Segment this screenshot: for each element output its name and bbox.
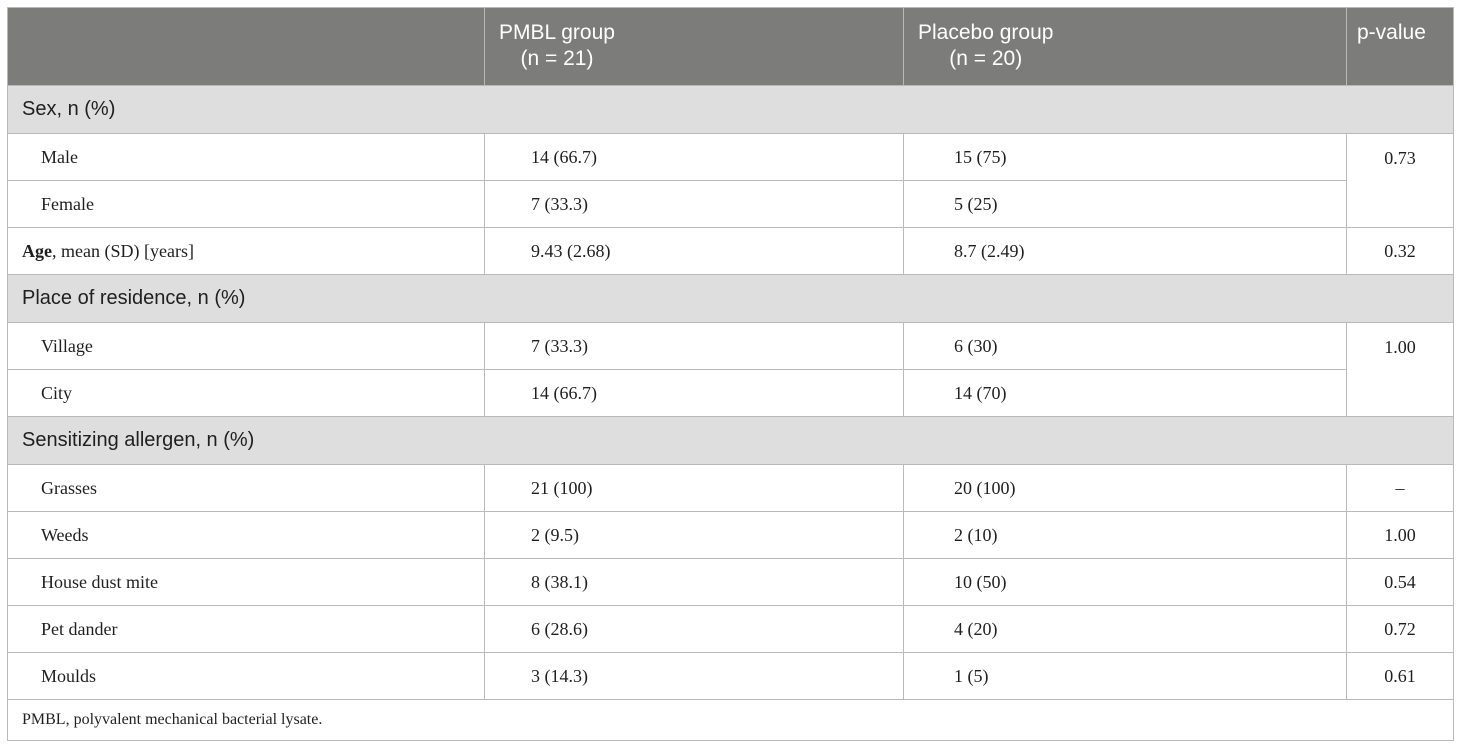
header-placebo-title: Placebo group xyxy=(918,21,1054,44)
row-label: City xyxy=(7,369,485,417)
pmbl-value: 7 (33.3) xyxy=(484,322,904,370)
footnote-row: PMBL, polyvalent mechanical bacterial ly… xyxy=(7,699,1454,741)
p-value-cell: 1.00 xyxy=(1346,322,1454,417)
placebo-value: 20 (100) xyxy=(903,464,1347,512)
section-label-residence: Place of residence, n (%) xyxy=(7,274,1454,323)
p-value-cell: 0.32 xyxy=(1346,227,1454,275)
table-row-village: Village 7 (33.3) 6 (30) 1.00 xyxy=(7,322,1454,417)
table-row-city: City 14 (66.7) 14 (70) xyxy=(7,369,1454,417)
header-p-value: p-value xyxy=(1346,7,1454,86)
placebo-value: 4 (20) xyxy=(903,605,1347,653)
section-label-sex: Sex, n (%) xyxy=(7,85,1454,134)
table-row-female: Female 7 (33.3) 5 (25) xyxy=(7,180,1454,228)
row-label: Village xyxy=(7,322,485,370)
row-label: Male xyxy=(7,133,485,181)
header-pmbl-n: (n = 21) xyxy=(520,47,594,70)
age-label-bold: Age xyxy=(22,240,52,261)
header-placebo-n: (n = 20) xyxy=(949,47,1023,70)
p-value-cell: 0.73 xyxy=(1346,133,1454,228)
row-label: Moulds xyxy=(7,652,485,700)
row-label: Female xyxy=(7,180,485,228)
pmbl-value: 8 (38.1) xyxy=(484,558,904,606)
age-label-rest: , mean (SD) [years] xyxy=(52,240,194,261)
placebo-value: 8.7 (2.49) xyxy=(903,227,1347,275)
pmbl-value: 14 (66.7) xyxy=(484,133,904,181)
pmbl-value: 7 (33.3) xyxy=(484,180,904,228)
row-label: House dust mite xyxy=(7,558,485,606)
section-label-allergen: Sensitizing allergen, n (%) xyxy=(7,416,1454,465)
p-value-cell: 1.00 xyxy=(1346,511,1454,559)
row-label: Grasses xyxy=(7,464,485,512)
header-placebo-group: Placebo group (n = 20) xyxy=(903,7,1347,86)
row-label: Pet dander xyxy=(7,605,485,653)
pmbl-value: 9.43 (2.68) xyxy=(484,227,904,275)
table-container: PMBL group (n = 21) Placebo group (n = 2… xyxy=(7,7,1454,741)
table-row-weeds: Weeds 2 (9.5) 2 (10) 1.00 xyxy=(7,511,1454,559)
table-row-moulds: Moulds 3 (14.3) 1 (5) 0.61 xyxy=(7,652,1454,700)
placebo-value: 2 (10) xyxy=(903,511,1347,559)
pmbl-value: 2 (9.5) xyxy=(484,511,904,559)
header-pmbl-title: PMBL group xyxy=(499,21,615,44)
table-row-pet-dander: Pet dander 6 (28.6) 4 (20) 0.72 xyxy=(7,605,1454,653)
pmbl-value: 14 (66.7) xyxy=(484,369,904,417)
placebo-value: 14 (70) xyxy=(903,369,1347,417)
placebo-value: 6 (30) xyxy=(903,322,1347,370)
pmbl-value: 6 (28.6) xyxy=(484,605,904,653)
section-row-allergen: Sensitizing allergen, n (%) xyxy=(7,416,1454,465)
p-value-cell: 0.54 xyxy=(1346,558,1454,606)
placebo-value: 5 (25) xyxy=(903,180,1347,228)
placebo-value: 10 (50) xyxy=(903,558,1347,606)
row-label: Age, mean (SD) [years] xyxy=(7,227,485,275)
section-row-residence: Place of residence, n (%) xyxy=(7,274,1454,323)
pmbl-value: 21 (100) xyxy=(484,464,904,512)
p-value-cell: – xyxy=(1346,464,1454,512)
placebo-value: 1 (5) xyxy=(903,652,1347,700)
p-value-cell: 0.72 xyxy=(1346,605,1454,653)
table-row-male: Male 14 (66.7) 15 (75) 0.73 xyxy=(7,133,1454,228)
table-footnote: PMBL, polyvalent mechanical bacterial ly… xyxy=(7,699,1454,741)
table-row-age: Age, mean (SD) [years] 9.43 (2.68) 8.7 (… xyxy=(7,227,1454,275)
placebo-value: 15 (75) xyxy=(903,133,1347,181)
header-pmbl-group: PMBL group (n = 21) xyxy=(484,7,904,86)
pmbl-value: 3 (14.3) xyxy=(484,652,904,700)
header-row: PMBL group (n = 21) Placebo group (n = 2… xyxy=(7,7,1454,86)
table-row-house-dust-mite: House dust mite 8 (38.1) 10 (50) 0.54 xyxy=(7,558,1454,606)
header-empty-cell xyxy=(7,7,485,86)
demographics-table: PMBL group (n = 21) Placebo group (n = 2… xyxy=(7,7,1454,741)
table-row-grasses: Grasses 21 (100) 20 (100) – xyxy=(7,464,1454,512)
p-value-cell: 0.61 xyxy=(1346,652,1454,700)
row-label: Weeds xyxy=(7,511,485,559)
section-row-sex: Sex, n (%) xyxy=(7,85,1454,134)
